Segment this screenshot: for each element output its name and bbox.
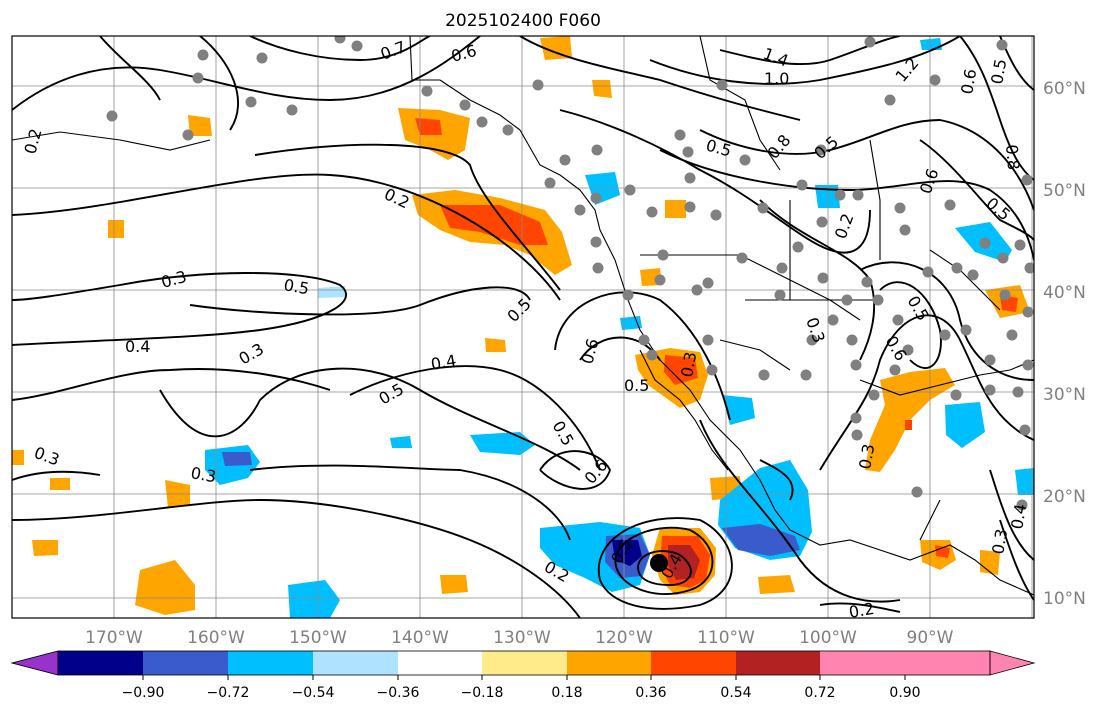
lon-label: 100°W <box>799 628 857 648</box>
colorbar-bin <box>651 651 736 675</box>
colorbar: −0.90 −0.72 −0.54 −0.36 −0.18 0.18 0.36 … <box>10 650 1036 701</box>
colorbar-bin <box>820 651 905 675</box>
colorbar-extend-min <box>10 650 59 676</box>
colorbar-tick-label: −0.54 <box>292 685 335 701</box>
contour-label: 0.3 <box>855 442 878 470</box>
colorbar-tick-label: −0.36 <box>377 685 420 701</box>
lat-label: 50°N <box>1043 181 1086 201</box>
contour-label: 0.5 <box>624 376 649 395</box>
colorbar-bin <box>143 651 228 675</box>
contour-label: 0.3 <box>988 527 1011 555</box>
contour-label: 0.2 <box>847 599 875 622</box>
colorbar-bin <box>313 651 398 675</box>
contour-label: 0.4 <box>429 351 457 374</box>
colorbar-tick-label: 0.90 <box>889 685 920 701</box>
contour-label: 0.3 <box>189 463 217 486</box>
lat-label: 20°N <box>1043 487 1086 507</box>
lat-label: 30°N <box>1043 385 1086 405</box>
colorbar-extend-max <box>905 651 1034 675</box>
lon-label: 150°W <box>289 628 347 648</box>
lon-label: 120°W <box>595 628 653 648</box>
colorbar-tick-label: −0.72 <box>207 685 250 701</box>
station-dots <box>106 36 1034 511</box>
colorbar-bin <box>567 651 651 675</box>
map-title: 2025102400 F060 <box>445 11 601 31</box>
colorbar-tick-label: 0.54 <box>720 685 751 701</box>
colorbar-bin <box>58 651 143 675</box>
colorbar-ticks <box>142 675 906 680</box>
cyclone-center-marker <box>650 554 668 572</box>
lon-label: 130°W <box>493 628 551 648</box>
colorbar-bin <box>736 651 820 675</box>
colorbar-tick-label: −0.90 <box>122 685 165 701</box>
longitude-labels: 170°W 160°W 150°W 140°W 130°W 120°W 110°… <box>85 628 954 648</box>
colorbar-tick-label: −0.18 <box>461 685 504 701</box>
contour-label: 0.8 <box>1002 144 1023 171</box>
contour-label: 0.3 <box>677 350 700 378</box>
colorbar-bin <box>228 651 313 675</box>
contour-label: 0.5 <box>282 275 310 298</box>
contour-label: 1.0 <box>764 69 789 88</box>
shaded-field-positive <box>12 36 1030 615</box>
contour-label: 0.4 <box>1007 502 1030 530</box>
contour-label: 0.6 <box>957 67 980 95</box>
lon-label: 110°W <box>697 628 755 648</box>
lat-label: 60°N <box>1043 79 1086 99</box>
lon-label: 90°W <box>907 628 954 648</box>
lat-label: 10°N <box>1043 589 1086 609</box>
graticule <box>12 36 1034 618</box>
contour-label: 0.4 <box>125 337 150 356</box>
lon-label: 160°W <box>187 628 245 648</box>
colorbar-bin <box>398 651 482 675</box>
latitude-labels: 10°N 20°N 30°N 40°N 50°N 60°N <box>1043 79 1086 609</box>
map-area: 0.7 0.6 1.4 1.0 1.2 0.6 0.5 0.2 0.5 0.8 … <box>12 36 1034 622</box>
colorbar-tick-label: 0.72 <box>804 685 835 701</box>
colorbar-tick-label: 0.36 <box>635 685 666 701</box>
colorbar-tick-label: 0.18 <box>551 685 582 701</box>
lon-label: 140°W <box>391 628 449 648</box>
colorbar-bin <box>482 651 567 675</box>
contour-lines <box>12 36 1034 618</box>
lon-label: 170°W <box>85 628 143 648</box>
coastlines <box>12 36 1034 596</box>
lat-label: 40°N <box>1043 283 1086 303</box>
contour-label: 0.5 <box>987 57 1010 85</box>
map-frame <box>11 35 1035 619</box>
